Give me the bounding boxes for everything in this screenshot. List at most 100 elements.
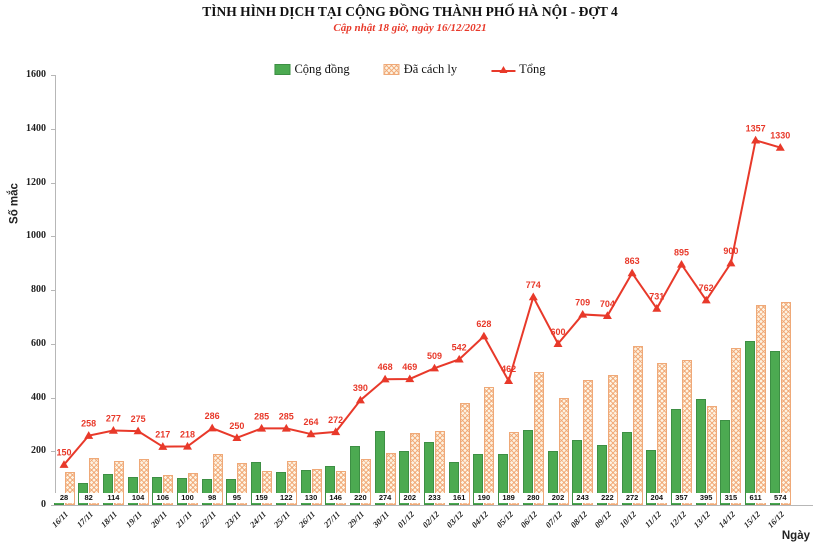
bar-cong-dong [349, 445, 360, 505]
community-value-label: 100 [177, 493, 198, 503]
y-tick-label: 0 [41, 499, 46, 510]
bar-da-cach-ly [459, 402, 470, 505]
bar-cong-dong [177, 478, 187, 505]
triangle-marker-icon [133, 426, 143, 435]
triangle-marker-icon [108, 426, 118, 434]
bar-da-cach-ly [657, 363, 668, 505]
total-value-label: 600 [550, 327, 565, 337]
total-value-label: 272 [328, 415, 343, 425]
total-value-label: 863 [625, 256, 640, 266]
bar-da-cach-ly [410, 433, 421, 505]
y-tick-mark [51, 236, 55, 238]
triangle-marker-icon [652, 304, 662, 312]
y-tick-label: 600 [31, 337, 46, 349]
bar-cong-dong [102, 474, 113, 505]
community-value-label: 202 [548, 493, 568, 503]
x-axis-title: Ngày [781, 530, 810, 542]
bar-da-cach-ly [138, 459, 149, 505]
bar-cong-dong [621, 431, 632, 505]
bar-cong-dong [769, 350, 780, 505]
chart-subtitle: Cập nhật 18 giờ, ngày 16/12/2021 [333, 22, 487, 34]
bar-da-cach-ly [286, 461, 297, 505]
total-value-label: 628 [476, 319, 491, 329]
bar-cong-dong [522, 429, 533, 505]
legend-label-community: Cộng đồng [294, 62, 350, 76]
bar-cong-dong [448, 461, 459, 505]
community-value-label: 159 [251, 493, 272, 503]
triangle-marker-icon [677, 259, 686, 268]
plot-area: 150 258 277 275 217 218 286 250 285 285 264 272 390 4… [53, 75, 813, 506]
bar-cong-dong [745, 340, 756, 505]
triangle-marker-icon [183, 441, 192, 450]
total-value-label: 709 [575, 297, 590, 307]
triangle-marker-icon [775, 143, 785, 151]
y-tick-label: 1600 [26, 69, 46, 80]
bar-cong-dong [646, 450, 657, 505]
total-value-label: 704 [600, 299, 615, 309]
total-value-label: 774 [526, 280, 541, 290]
bar-da-cach-ly [188, 473, 198, 505]
y-tick-mark [51, 505, 55, 506]
bar-cong-dong [720, 420, 731, 505]
bar-da-cach-ly [311, 469, 322, 505]
community-value-label: 130 [301, 493, 321, 503]
y-tick-label: 1000 [26, 230, 46, 242]
bar-cong-dong [152, 476, 163, 505]
community-value-label: 280 [523, 493, 544, 503]
bar-da-cach-ly [731, 347, 742, 505]
y-tick-mark [51, 343, 55, 345]
bar-cong-dong [201, 478, 212, 505]
triangle-marker-icon [59, 460, 69, 468]
bar-da-cach-ly [64, 472, 75, 505]
community-value-label: 106 [152, 493, 173, 503]
green-bar-swatch-icon [274, 64, 291, 75]
community-value-label: 611 [745, 493, 766, 503]
community-value-label: 189 [498, 493, 519, 503]
red-line-marker-icon [491, 65, 516, 75]
bar-da-cach-ly [682, 360, 692, 505]
community-value-label: 315 [720, 493, 741, 503]
bar-da-cach-ly [212, 454, 223, 505]
community-value-label: 357 [671, 493, 692, 503]
total-value-label: 277 [106, 414, 121, 424]
bar-cong-dong [300, 470, 311, 505]
community-value-label: 114 [103, 493, 124, 503]
community-value-label: 272 [622, 493, 643, 503]
total-value-label: 390 [353, 383, 368, 393]
bar-cong-dong [374, 431, 385, 505]
community-value-label: 243 [572, 493, 593, 503]
triangle-marker-icon [578, 309, 588, 318]
total-value-label: 1330 [770, 131, 790, 141]
triangle-marker-icon [504, 376, 514, 385]
bar-da-cach-ly [756, 304, 767, 505]
bar-cong-dong [498, 454, 509, 505]
total-value-label: 542 [452, 342, 467, 352]
total-value-label: 469 [402, 362, 417, 372]
bar-cong-dong [275, 472, 286, 505]
bar-cong-dong [695, 398, 706, 505]
triangle-marker-icon [701, 295, 711, 304]
hatched-bar-swatch-icon [383, 64, 400, 75]
community-value-label: 161 [449, 493, 470, 503]
total-value-label: 900 [723, 246, 738, 256]
y-tick-label: 1400 [26, 122, 46, 134]
total-line-chart: 150 258 277 275 217 218 286 250 285 285 264 272 390 4… [56, 123, 790, 468]
legend-item-community: Cộng đồng [274, 62, 350, 77]
bar-da-cach-ly [89, 457, 100, 505]
y-tick-mark [51, 128, 55, 130]
community-value-label: 95 [226, 493, 247, 503]
triangle-marker-icon [726, 258, 736, 267]
community-value-label: 104 [128, 493, 149, 503]
bar-cong-dong [226, 479, 237, 505]
triangle-marker-icon [355, 395, 365, 404]
triangle-marker-icon [430, 363, 439, 372]
community-value-label: 204 [646, 493, 667, 503]
bar-da-cach-ly [360, 459, 371, 505]
bar-cong-dong [127, 477, 138, 505]
community-value-label: 82 [78, 493, 99, 503]
y-tick-mark [51, 451, 55, 453]
community-value-label: 122 [276, 493, 297, 503]
total-value-label: 258 [81, 419, 96, 429]
y-tick-mark [51, 75, 55, 76]
